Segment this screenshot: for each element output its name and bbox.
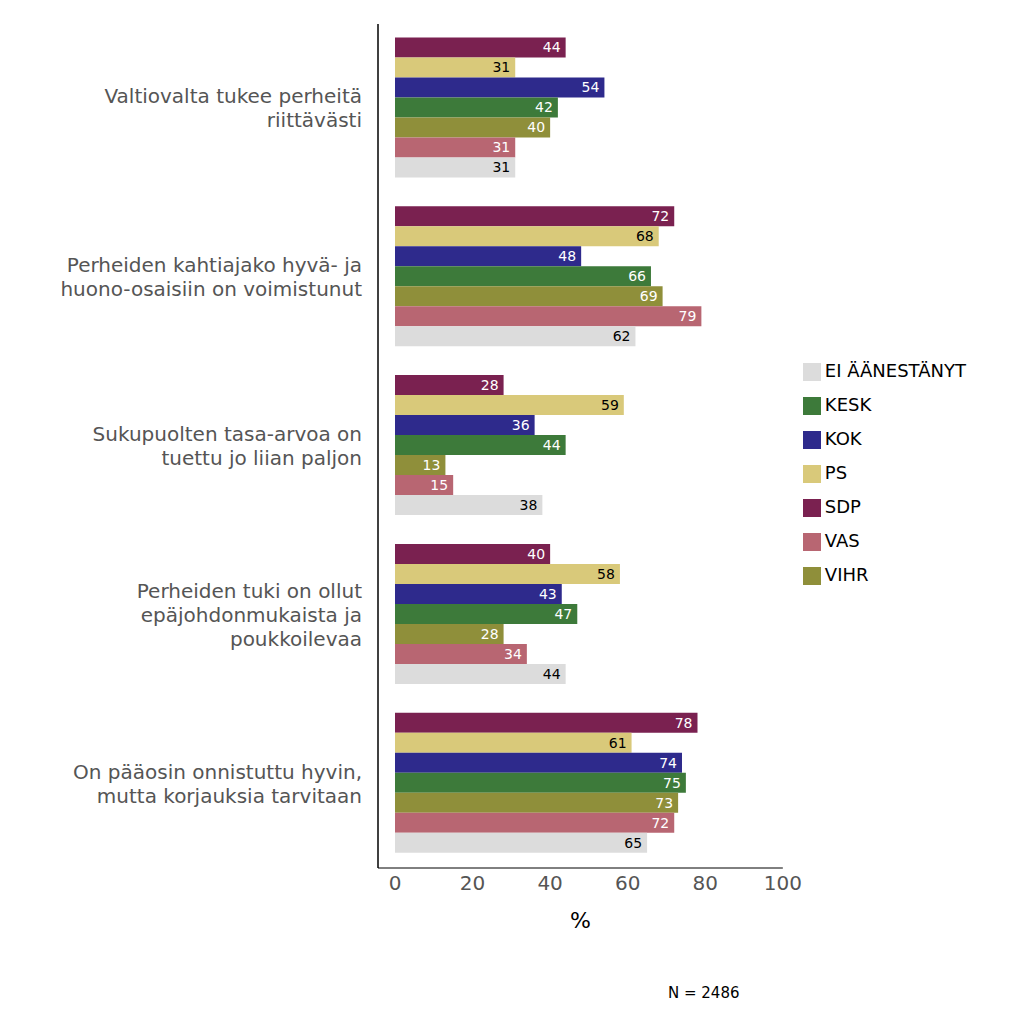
html-text:SDP: SDP: [824, 496, 861, 517]
svg-text:69: 69: [640, 288, 658, 304]
svg-text:54: 54: [582, 79, 600, 95]
svg-text:40: 40: [527, 119, 545, 135]
svg-text:On pääosin onnistuttu hyvin,mu: On pääosin onnistuttu hyvin,mutta korjau…: [73, 760, 362, 808]
svg-text:48: 48: [558, 248, 576, 264]
svg-text:100: 100: [764, 871, 802, 895]
svg-text:43: 43: [539, 586, 557, 602]
svg-text:44: 44: [543, 437, 561, 453]
svg-text:44: 44: [543, 39, 561, 55]
svg-text:66: 66: [628, 268, 646, 284]
svg-text:15: 15: [430, 477, 448, 493]
svg-text:34: 34: [504, 646, 522, 662]
svg-text:40: 40: [537, 871, 562, 895]
svg-text:Perheiden kahtiajako hyvä- jah: Perheiden kahtiajako hyvä- jahuono-osais…: [60, 253, 362, 301]
html-text:KOK: KOK: [824, 428, 862, 449]
html-text:VAS: VAS: [824, 530, 860, 551]
svg-text:36: 36: [512, 417, 530, 433]
svg-text:73: 73: [655, 795, 673, 811]
html-text:N = 2486: N = 2486: [668, 984, 740, 1002]
svg-text:28: 28: [481, 626, 499, 642]
svg-text:31: 31: [492, 59, 510, 75]
svg-text:62: 62: [613, 328, 631, 344]
svg-text:80: 80: [693, 871, 718, 895]
html-text:EI ÄÄNESTÄNYT: EI ÄÄNESTÄNYT: [824, 360, 966, 381]
svg-text:78: 78: [675, 715, 693, 731]
html-text:PS: PS: [824, 462, 848, 483]
svg-text:40: 40: [527, 546, 545, 562]
svg-text:Perheiden tuki on ollutepäjohd: Perheiden tuki on ollutepäjohdonmukaista…: [137, 579, 362, 651]
html-text:KESK: KESK: [824, 394, 872, 415]
svg-text:74: 74: [659, 755, 677, 771]
svg-text:28: 28: [481, 377, 499, 393]
svg-text:0: 0: [389, 871, 402, 895]
svg-text:68: 68: [636, 228, 654, 244]
svg-text:20: 20: [460, 871, 485, 895]
svg-text:44: 44: [543, 666, 561, 682]
svg-text:65: 65: [624, 835, 642, 851]
svg-text:61: 61: [609, 735, 627, 751]
svg-text:42: 42: [535, 99, 553, 115]
svg-text:58: 58: [597, 566, 615, 582]
svg-text:72: 72: [651, 815, 669, 831]
html-text:VIHR: VIHR: [824, 564, 869, 585]
svg-text:31: 31: [492, 159, 510, 175]
svg-text:Sukupuolten tasa-arvoa ontuett: Sukupuolten tasa-arvoa ontuettu jo liian…: [93, 422, 362, 470]
svg-text:47: 47: [554, 606, 572, 622]
svg-text:31: 31: [492, 139, 510, 155]
svg-text:%: %: [570, 908, 591, 933]
svg-text:72: 72: [651, 208, 669, 224]
svg-text:38: 38: [520, 497, 538, 513]
svg-text:75: 75: [663, 775, 681, 791]
svg-text:Valtiovalta tukee perheitäriit: Valtiovalta tukee perheitäriittävästi: [104, 84, 362, 132]
svg-text:60: 60: [615, 871, 640, 895]
svg-text:13: 13: [423, 457, 441, 473]
svg-text:79: 79: [679, 308, 697, 324]
svg-text:59: 59: [601, 397, 619, 413]
